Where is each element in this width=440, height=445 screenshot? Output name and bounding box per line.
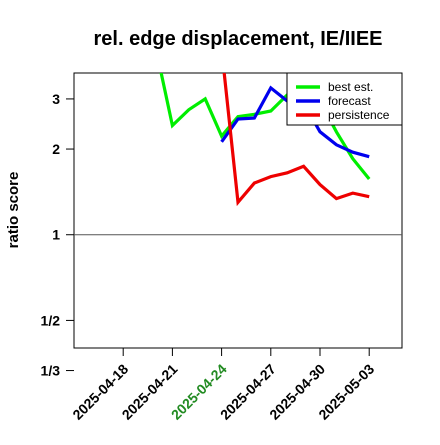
plot-frame [73,72,403,349]
series-line-persistence [222,73,370,207]
legend-box [286,72,403,126]
y-tick-label: 1/3 [41,363,61,379]
y-tick-label: 1 [52,227,60,243]
series-line-best-est [159,73,371,181]
legend-label-forecast: forecast [328,94,371,108]
y-tick-label: 2 [52,141,60,157]
y-axis: 3 2 1 1/2 1/3 [41,91,74,379]
x-axis: 2025-04-182025-04-212025-04-242025-04-27… [69,348,377,423]
chart-title: rel. edge displacement, IE/IIEE [94,28,383,50]
y-tick-label: 3 [52,91,60,107]
legend-label-persistence: persistence [328,108,390,122]
legend-label-best-est: best est. [328,80,373,94]
series-layer [159,73,371,207]
y-tick-label: 1/2 [41,312,61,328]
y-axis-label: ratio score [5,172,22,249]
